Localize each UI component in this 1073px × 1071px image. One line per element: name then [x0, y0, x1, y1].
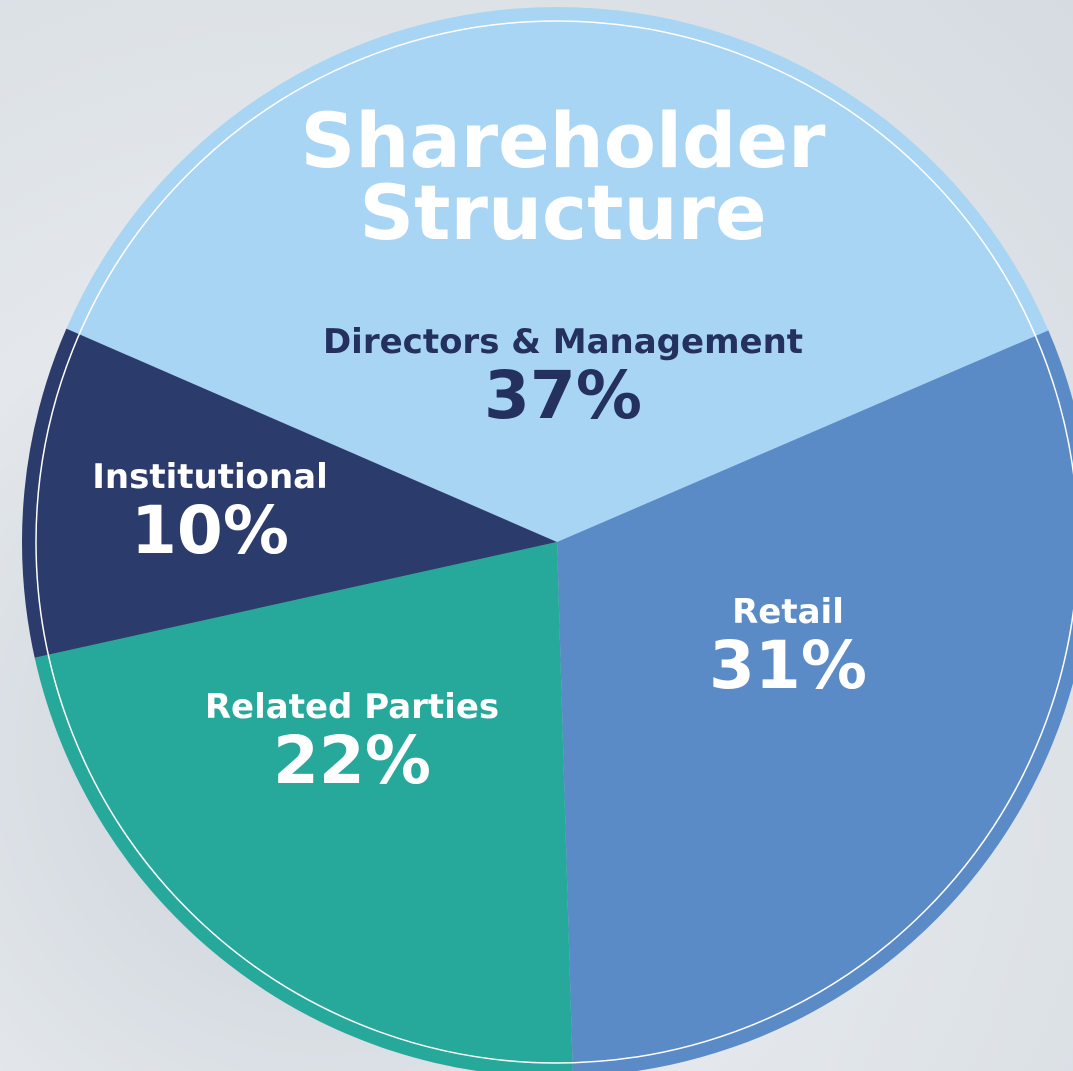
pie-slice	[557, 330, 1073, 1071]
pie-slice	[66, 7, 1049, 543]
slice-label: Institutional 10%	[92, 460, 328, 564]
chart-title: Shareholder Structure	[300, 96, 826, 258]
value-label: 37%	[484, 357, 642, 434]
slice-label: Retail 31%	[709, 595, 867, 699]
slice-label: Directors & Management 37%	[323, 325, 803, 429]
value-label: 10%	[131, 492, 289, 569]
category-label: Directors & Management	[322, 322, 804, 362]
pie-slice	[34, 542, 573, 1071]
category-label: Institutional	[92, 457, 328, 497]
outline-ring	[35, 20, 1073, 1064]
category-label: Retail	[732, 592, 844, 632]
value-label: 22%	[273, 722, 431, 799]
value-label: 31%	[709, 627, 867, 704]
pie-slice	[22, 328, 557, 658]
slice-label: Related Parties 22%	[205, 690, 499, 794]
category-label: Related Parties	[204, 687, 500, 727]
